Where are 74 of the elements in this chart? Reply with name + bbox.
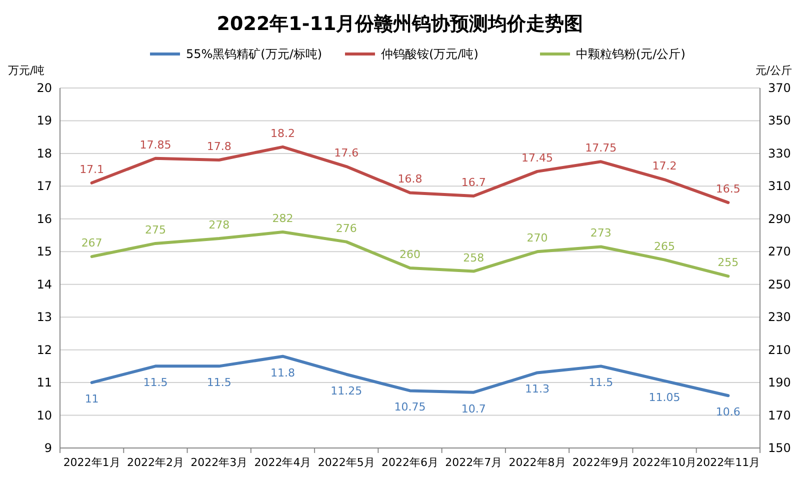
y-tick-label: 20 xyxy=(36,81,52,95)
y-tick-label: 9 xyxy=(44,441,52,455)
x-tick-label: 2022年6月 xyxy=(382,456,438,469)
y2-tick-label: 290 xyxy=(768,212,791,226)
data-label: 11.8 xyxy=(270,366,295,380)
data-label: 255 xyxy=(718,256,739,270)
y-tick-label: 17 xyxy=(36,179,52,194)
x-tick-label: 2022年7月 xyxy=(445,456,502,469)
x-tick-label: 2022年1月 xyxy=(63,456,120,469)
data-label: 11.5 xyxy=(143,376,168,390)
y-axis-title: 万元/吨 xyxy=(8,64,45,77)
data-label: 11.3 xyxy=(525,382,550,396)
data-label: 10.75 xyxy=(394,400,426,414)
x-tick-label: 2022年2月 xyxy=(126,456,184,469)
x-tick-label: 2022年11月 xyxy=(696,456,760,469)
data-label: 16.7 xyxy=(461,176,486,189)
data-label: 273 xyxy=(590,226,612,240)
y-tick-label: 15 xyxy=(36,244,52,259)
data-label: 265 xyxy=(654,240,676,253)
data-label: 10.6 xyxy=(716,406,740,419)
data-label: 260 xyxy=(400,248,420,261)
data-label: 11.25 xyxy=(330,384,362,398)
y2-tick-label: 230 xyxy=(768,310,791,324)
data-label: 282 xyxy=(272,212,294,225)
y2-tick-label: 250 xyxy=(768,277,791,292)
y-tick-label: 18 xyxy=(36,146,52,160)
y-tick-label: 14 xyxy=(36,277,52,292)
y2-tick-label: 310 xyxy=(768,179,791,194)
data-label: 11.05 xyxy=(648,390,680,404)
data-label: 17.2 xyxy=(652,160,677,173)
x-tick-label: 2022年5月 xyxy=(318,456,375,469)
data-label: 17.6 xyxy=(334,146,359,160)
data-label: 270 xyxy=(526,232,548,245)
data-label: 258 xyxy=(463,251,484,264)
y2-axis-title: 元/公斤 xyxy=(755,64,792,77)
y2-tick-label: 350 xyxy=(768,114,791,128)
data-label: 18.2 xyxy=(270,126,295,140)
x-tick-label: 2022年4月 xyxy=(254,456,312,469)
y-tick-label: 10 xyxy=(36,408,52,422)
y2-tick-label: 210 xyxy=(768,342,791,357)
legend-label: 中颗粒钨粉(元/公斤) xyxy=(576,47,686,61)
y2-tick-label: 170 xyxy=(768,408,791,422)
y2-tick-label: 330 xyxy=(768,146,791,160)
y-tick-label: 16 xyxy=(36,212,52,226)
legend-label: 仲钨酸铵(万元/吨) xyxy=(381,47,478,61)
y2-tick-label: 150 xyxy=(768,441,791,455)
data-label: 10.7 xyxy=(461,402,486,416)
data-label: 11.5 xyxy=(206,376,232,390)
data-label: 267 xyxy=(81,236,102,250)
data-label: 276 xyxy=(336,222,357,235)
y-tick-label: 12 xyxy=(36,342,52,357)
data-label: 11 xyxy=(84,392,99,406)
x-tick-label: 2022年3月 xyxy=(190,456,248,469)
y2-tick-label: 370 xyxy=(768,81,791,95)
y-tick-label: 13 xyxy=(36,310,52,324)
y2-tick-label: 190 xyxy=(768,376,791,390)
data-label: 11.5 xyxy=(588,376,614,390)
data-label: 16.8 xyxy=(398,172,422,186)
data-label: 17.75 xyxy=(585,142,617,155)
chart-title: 2022年1-11月份赣州钨协预测均价走势图 xyxy=(216,13,584,35)
data-label: 17.8 xyxy=(206,140,232,153)
data-label: 278 xyxy=(208,218,230,232)
x-tick-label: 2022年9月 xyxy=(572,456,630,469)
y-tick-label: 11 xyxy=(36,376,52,390)
data-label: 17.1 xyxy=(80,162,104,176)
legend-label: 55%黑钨精矿(万元/标吨) xyxy=(186,47,322,61)
x-tick-label: 2022年10月 xyxy=(632,456,697,469)
data-label: 275 xyxy=(144,223,166,236)
x-tick-label: 2022年8月 xyxy=(508,456,566,469)
data-label: 16.5 xyxy=(716,182,740,196)
y2-tick-label: 270 xyxy=(768,244,791,259)
data-label: 17.85 xyxy=(140,138,172,152)
y-tick-label: 19 xyxy=(36,114,52,128)
data-label: 17.45 xyxy=(522,151,554,164)
